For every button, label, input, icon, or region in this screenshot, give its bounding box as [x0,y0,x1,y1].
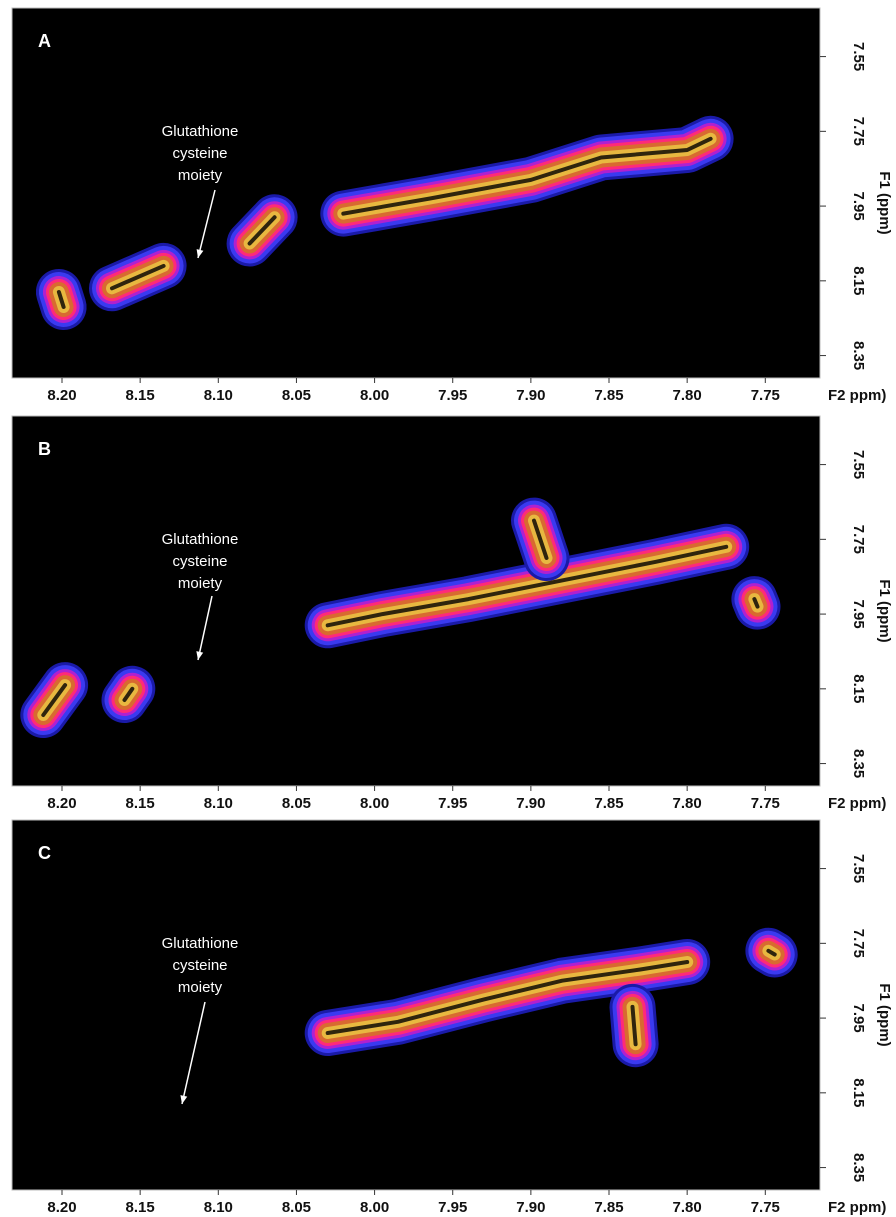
annotation: moiety [178,167,223,184]
x-tick-label: 8.15 [126,387,155,404]
y-tick-label: 8.15 [850,674,867,703]
annotation: moiety [178,575,223,592]
x-tick-label: 8.05 [282,387,311,404]
x-tick-label: 7.80 [673,795,702,812]
y-tick-label: 8.35 [850,749,867,778]
x-tick-label: 8.20 [47,387,76,404]
x-tick-label: 8.00 [360,795,389,812]
annotation: Glutathione [162,935,239,952]
x-tick-label: 8.10 [204,795,233,812]
x-tick-label: 8.15 [126,795,155,812]
y-tick-label: 7.95 [850,191,867,220]
y-tick-label: 8.35 [850,341,867,370]
panel: B Glutathione cysteine moiety 8.20 8.15 8.10 8.… [12,416,893,812]
x-tick-label: 7.90 [516,387,545,404]
y-tick-label: 8.15 [850,1078,867,1107]
x-tick-label: 7.95 [438,1199,467,1216]
figure: A Glutathione cysteine moiety 8.20 8.15 8.10 8.… [0,0,896,1217]
y-tick-label: 7.55 [850,42,867,71]
x-tick-label: 7.95 [438,795,467,812]
x-tick-label: 8.20 [47,795,76,812]
x-tick-label: 7.90 [516,1199,545,1216]
x-tick-label: 7.75 [751,1199,780,1216]
y-tick-label: 7.95 [850,1003,867,1032]
annotation: cysteine [172,553,227,570]
x-axis-title: F2 ppm) [828,387,886,404]
panel: A Glutathione cysteine moiety 8.20 8.15 8.10 8.… [12,8,893,404]
y-axis-title: F1 (ppm) [876,983,893,1046]
x-tick-label: 8.15 [126,1199,155,1216]
annotation: cysteine [172,957,227,974]
x-tick-label: 7.90 [516,795,545,812]
x-tick-label: 7.75 [751,387,780,404]
x-tick-label: 8.20 [47,1199,76,1216]
y-axis-title: F1 (ppm) [876,171,893,234]
x-tick-label: 8.10 [204,1199,233,1216]
x-tick-label: 7.95 [438,387,467,404]
y-tick-label: 7.75 [850,525,867,554]
x-tick-label: 7.85 [594,1199,623,1216]
panel-label: B [38,439,51,459]
x-tick-label: 7.75 [751,795,780,812]
x-tick-label: 8.05 [282,795,311,812]
annotation: moiety [178,979,223,996]
y-tick-label: 7.55 [850,854,867,883]
y-tick-label: 8.15 [850,266,867,295]
x-tick-label: 8.10 [204,387,233,404]
panel-label: C [38,843,51,863]
x-axis-title: F2 ppm) [828,795,886,812]
x-tick-label: 7.85 [594,387,623,404]
x-tick-label: 7.80 [673,1199,702,1216]
x-axis-title: F2 ppm) [828,1199,886,1216]
annotation: cysteine [172,145,227,162]
annotation: Glutathione [162,531,239,548]
x-tick-label: 8.00 [360,387,389,404]
y-tick-label: 7.55 [850,450,867,479]
x-tick-label: 7.85 [594,795,623,812]
panel-label: A [38,31,51,51]
panel: C Glutathione cysteine moiety 8.20 8.15 8.10 8.… [12,820,893,1216]
x-tick-label: 7.80 [673,387,702,404]
y-tick-label: 7.75 [850,929,867,958]
y-tick-label: 7.75 [850,117,867,146]
y-tick-label: 7.95 [850,599,867,628]
x-tick-label: 8.00 [360,1199,389,1216]
x-tick-label: 8.05 [282,1199,311,1216]
y-axis-title: F1 (ppm) [876,579,893,642]
y-tick-label: 8.35 [850,1153,867,1182]
annotation: Glutathione [162,123,239,140]
